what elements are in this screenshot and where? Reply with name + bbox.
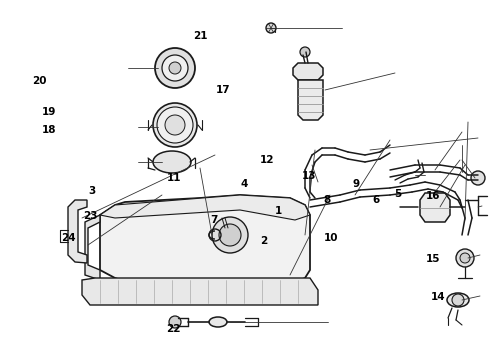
Circle shape (460, 253, 470, 263)
Text: 23: 23 (83, 211, 98, 221)
Circle shape (169, 62, 181, 74)
Text: 6: 6 (372, 195, 380, 205)
Ellipse shape (447, 293, 469, 307)
Ellipse shape (165, 115, 185, 135)
Polygon shape (298, 80, 323, 120)
Circle shape (452, 294, 464, 306)
Circle shape (155, 48, 195, 88)
Circle shape (169, 316, 181, 328)
Polygon shape (68, 200, 87, 263)
Circle shape (212, 217, 248, 253)
Polygon shape (420, 193, 450, 222)
Text: 1: 1 (274, 206, 282, 216)
Circle shape (471, 171, 485, 185)
Text: 16: 16 (426, 191, 441, 201)
Polygon shape (293, 63, 323, 80)
Text: 20: 20 (32, 76, 47, 86)
Circle shape (300, 47, 310, 57)
Ellipse shape (153, 103, 197, 147)
Text: 19: 19 (42, 107, 56, 117)
Text: 4: 4 (240, 179, 247, 189)
Text: 24: 24 (61, 233, 76, 243)
Text: 8: 8 (323, 195, 331, 205)
Text: 10: 10 (323, 233, 338, 243)
Ellipse shape (153, 151, 191, 173)
Ellipse shape (209, 317, 227, 327)
Text: 18: 18 (42, 125, 56, 135)
Text: 15: 15 (426, 254, 441, 264)
Circle shape (266, 23, 276, 33)
Text: 5: 5 (394, 189, 402, 199)
Text: 22: 22 (167, 324, 181, 334)
Text: 17: 17 (216, 85, 230, 95)
Polygon shape (100, 195, 310, 220)
Text: 13: 13 (301, 171, 316, 181)
Text: 2: 2 (260, 236, 267, 246)
Circle shape (219, 224, 241, 246)
Text: 21: 21 (194, 31, 208, 41)
Circle shape (456, 249, 474, 267)
Text: 11: 11 (167, 173, 181, 183)
Text: 12: 12 (260, 155, 274, 165)
Polygon shape (82, 278, 318, 305)
Polygon shape (100, 195, 310, 285)
Polygon shape (85, 215, 100, 280)
Text: 9: 9 (353, 179, 360, 189)
Text: 3: 3 (88, 186, 96, 196)
Text: 7: 7 (211, 215, 218, 225)
Text: 14: 14 (431, 292, 446, 302)
Circle shape (162, 55, 188, 81)
Ellipse shape (157, 107, 193, 143)
